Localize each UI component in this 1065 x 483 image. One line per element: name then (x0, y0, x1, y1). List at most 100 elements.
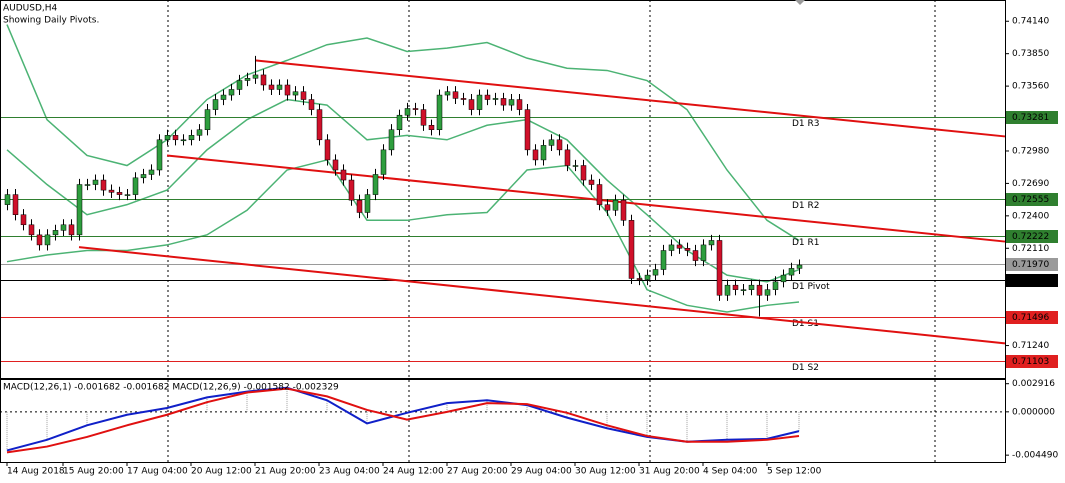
candle-body (532, 149, 539, 161)
y-tick-label: 0.000000 (1012, 407, 1055, 417)
level-price-label: 0.71496 (1012, 313, 1049, 323)
y-tick-label: 0.71240 (1012, 341, 1049, 351)
candle-body (52, 230, 59, 236)
x-tick-label: 21 Aug 20:00 (255, 467, 316, 477)
candle-body (444, 91, 451, 96)
candle-body (476, 94, 483, 110)
y-tick-label: 0.72400 (1012, 211, 1049, 221)
candle-body (44, 234, 51, 246)
chart-subtitle: Showing Daily Pivots. (3, 16, 99, 26)
price-box (1006, 258, 1058, 271)
candle-body (244, 78, 251, 81)
y-tick-label: 0.73560 (1012, 82, 1049, 92)
candle-body (556, 139, 563, 151)
pivot-label: D1 S1 (792, 319, 819, 329)
candle-body (468, 99, 475, 110)
candle-body (380, 149, 387, 175)
candle-body (28, 224, 35, 236)
candle-body (652, 269, 659, 276)
candle-body (172, 135, 179, 141)
level-price-label: 0.72222 (1012, 232, 1049, 242)
main-frame (0, 0, 1006, 379)
macd-pane (0, 386, 1005, 454)
candle-body (116, 192, 123, 195)
candle-body (612, 199, 619, 211)
candle-body (500, 98, 507, 106)
candle-body (628, 220, 635, 279)
candle-body (404, 108, 411, 116)
level-price-label: 0.71103 (1012, 357, 1049, 367)
x-tick-label: 31 Aug 20:00 (639, 467, 700, 477)
indicators: D1 R3 D1 R2 D1 R1 D1 Pivot D1 S1 D1 S2 (0, 24, 1006, 373)
level-price-label: 0.71829 (1012, 276, 1049, 286)
candle-body (84, 184, 91, 186)
candle-body (660, 250, 667, 270)
candle-body (588, 179, 595, 185)
candle-body (92, 179, 99, 185)
candle-body (524, 109, 531, 151)
candle-body (788, 268, 795, 276)
candle-body (412, 108, 419, 110)
candle-body (60, 224, 67, 231)
level-price-box (1006, 274, 1058, 287)
candle-body (132, 177, 139, 195)
candle-body (668, 244, 675, 251)
y-tick-label: 0.73850 (1012, 49, 1049, 59)
candle-body (692, 250, 699, 261)
candle-body (308, 99, 315, 110)
pivot-label: D1 R3 (792, 119, 820, 129)
candle-body (180, 139, 187, 142)
level-price-box (1006, 193, 1058, 206)
candle-body (684, 248, 691, 251)
candle-body (396, 114, 403, 130)
macd-title: MACD(12,26,1) -0.001682 -0.001682 MACD(1… (3, 383, 339, 393)
candle-body (388, 129, 395, 151)
candle-body (220, 94, 227, 100)
candle-body (236, 80, 243, 90)
pivot-label: D1 R2 (792, 201, 820, 211)
candle-body (564, 149, 571, 166)
candle-body (188, 135, 195, 141)
candle-body (796, 264, 803, 269)
shift-marker (795, 0, 805, 5)
candle-body (724, 284, 731, 296)
x-tick-label: 23 Aug 04:00 (319, 467, 380, 477)
candle-body (780, 274, 787, 283)
candle-body (460, 98, 467, 100)
candle-body (596, 184, 603, 205)
x-tick-label: 15 Aug 20:00 (63, 467, 124, 477)
y-tick-label: 0.72690 (1012, 179, 1049, 189)
candle-body (36, 234, 43, 246)
x-tick-label: 30 Aug 12:00 (575, 467, 636, 477)
candle-body (204, 109, 211, 130)
candle-body (700, 244, 707, 261)
candle-body (436, 94, 443, 130)
y-tick-label: 0.002916 (1012, 379, 1055, 389)
candle-body (276, 84, 283, 90)
candle-body (140, 174, 147, 179)
y-tick-label: 0.72110 (1012, 244, 1049, 254)
y-tick-label: -0.004490 (1012, 451, 1058, 461)
level-price-box (1006, 230, 1058, 243)
candle-body (164, 135, 171, 141)
x-tick-label: 27 Aug 20:00 (447, 467, 508, 477)
candle-body (748, 284, 755, 290)
candle-body (428, 125, 435, 130)
candle-body (332, 159, 339, 171)
candle-body (4, 194, 11, 205)
candle-body (764, 289, 771, 296)
level-price-label: 0.72555 (1012, 195, 1049, 205)
candle-body (260, 74, 267, 86)
candle-body (124, 194, 131, 196)
candle-body (12, 194, 19, 215)
level-price-box (1006, 111, 1058, 124)
candle-body (68, 224, 75, 236)
candle-body (636, 278, 643, 280)
candle-body (156, 139, 163, 171)
candle-body (516, 99, 523, 110)
candle-body (148, 169, 155, 175)
x-tick-label: 24 Aug 12:00 (383, 467, 444, 477)
bollinger-band (6, 159, 800, 313)
candle-body (756, 284, 763, 296)
candle-body (508, 99, 515, 106)
